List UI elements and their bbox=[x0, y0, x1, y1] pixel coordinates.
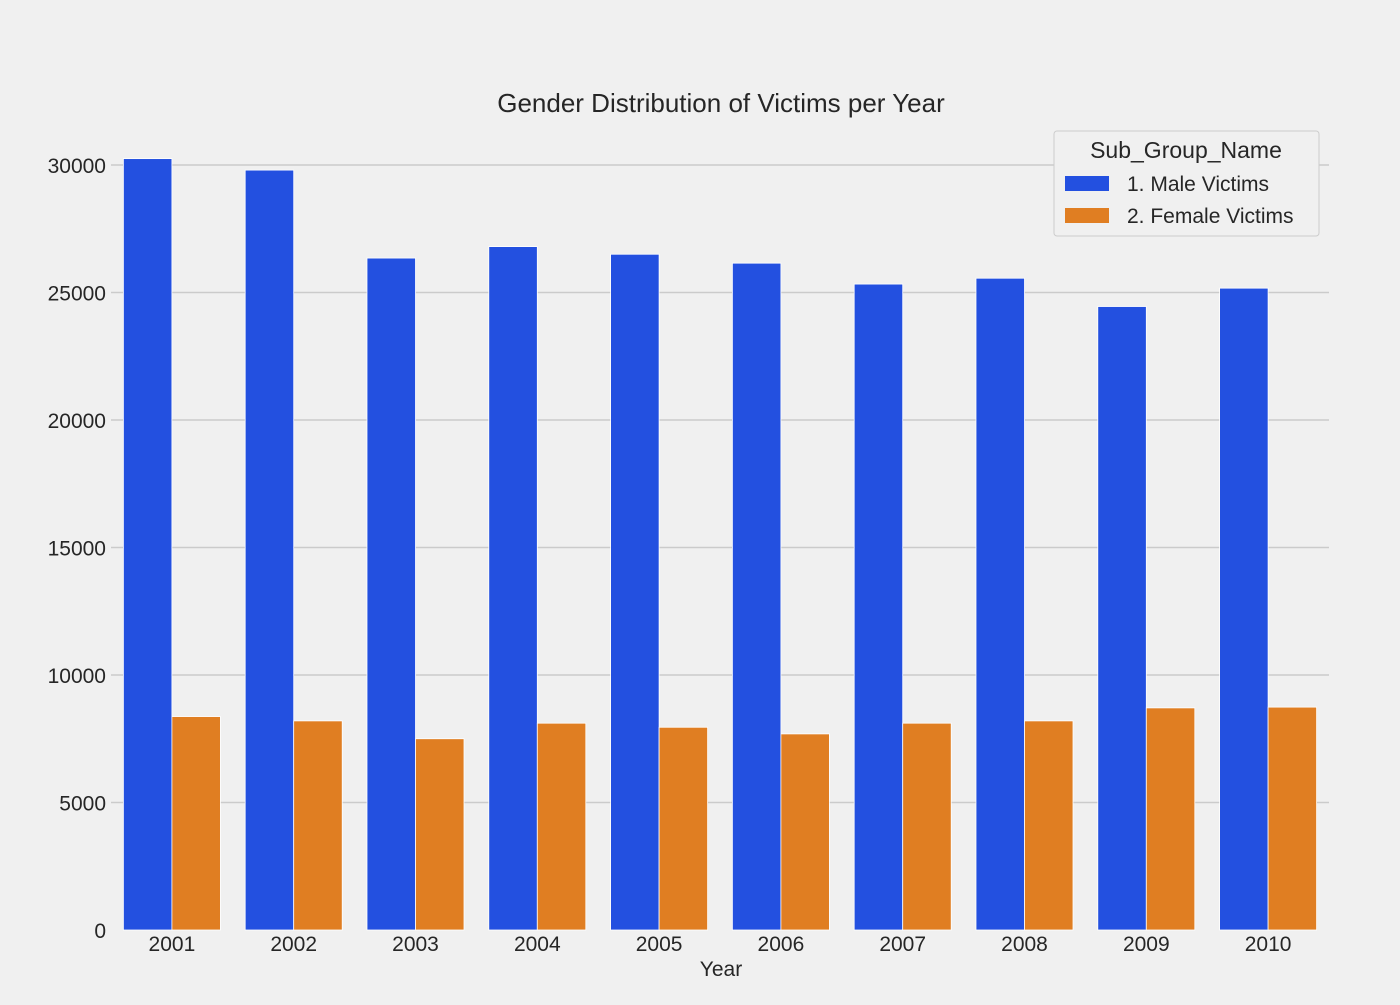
x-tick-label: 2007 bbox=[879, 933, 926, 956]
legend-swatch-male bbox=[1065, 176, 1109, 191]
bar-female-2010 bbox=[1267, 706, 1317, 931]
bar-male-2007 bbox=[853, 283, 904, 931]
bars bbox=[123, 158, 1317, 931]
legend-label-female: 2. Female Victims bbox=[1127, 205, 1294, 228]
legend-label-male: 1. Male Victims bbox=[1127, 173, 1269, 196]
bar-female-2008 bbox=[1024, 720, 1074, 931]
bar-male-2005 bbox=[610, 253, 660, 931]
bar-male-2001 bbox=[123, 158, 173, 931]
y-tick-label: 5000 bbox=[59, 793, 106, 816]
legend-swatch-female bbox=[1065, 208, 1109, 223]
bar-female-2004 bbox=[536, 722, 587, 931]
y-tick-label: 25000 bbox=[48, 283, 106, 306]
x-tick-label: 2009 bbox=[1123, 933, 1170, 956]
bar-female-2006 bbox=[780, 733, 830, 931]
legend: Sub_Group_Name 1. Male Victims 2. Female… bbox=[1053, 130, 1320, 237]
y-tick-label: 30000 bbox=[48, 155, 106, 178]
legend-title: Sub_Group_Name bbox=[1090, 137, 1282, 163]
x-tick-label: 2001 bbox=[149, 933, 196, 956]
x-tick-label: 2002 bbox=[270, 933, 317, 956]
bar-male-2004 bbox=[488, 246, 538, 931]
y-tick-label: 15000 bbox=[48, 538, 106, 561]
bar-male-2006 bbox=[732, 262, 782, 931]
y-tick-label: 10000 bbox=[48, 665, 106, 688]
bar-male-2010 bbox=[1219, 287, 1269, 931]
x-tick-label: 2008 bbox=[1001, 933, 1048, 956]
chart-title: Gender Distribution of Victims per Year bbox=[497, 88, 945, 118]
x-tick-label: 2010 bbox=[1245, 933, 1292, 956]
x-tick-label: 2003 bbox=[392, 933, 439, 956]
bar-male-2008 bbox=[975, 277, 1025, 931]
bar-female-2009 bbox=[1145, 707, 1196, 931]
bar-male-2003 bbox=[366, 257, 416, 931]
y-axis-ticks: 0 5000 10000 15000 20000 25000 30000 bbox=[48, 155, 106, 943]
y-tick-label: 20000 bbox=[48, 410, 106, 433]
x-axis-label: Year bbox=[700, 958, 742, 981]
bar-male-2009 bbox=[1097, 306, 1147, 931]
bar-female-2003 bbox=[415, 738, 465, 931]
x-tick-label: 2005 bbox=[636, 933, 683, 956]
y-tick-label: 0 bbox=[94, 920, 106, 943]
x-tick-label: 2004 bbox=[514, 933, 561, 956]
bar-female-2007 bbox=[902, 722, 952, 931]
x-tick-label: 2006 bbox=[758, 933, 805, 956]
bar-female-2001 bbox=[171, 716, 221, 931]
bar-male-2002 bbox=[244, 169, 295, 931]
bar-female-2002 bbox=[293, 720, 343, 931]
bar-female-2005 bbox=[658, 726, 708, 931]
legend-frame bbox=[1053, 130, 1320, 237]
x-axis-ticks: 2001 2002 2003 2004 2005 2006 2007 2008 2009 2010 bbox=[149, 933, 1292, 956]
